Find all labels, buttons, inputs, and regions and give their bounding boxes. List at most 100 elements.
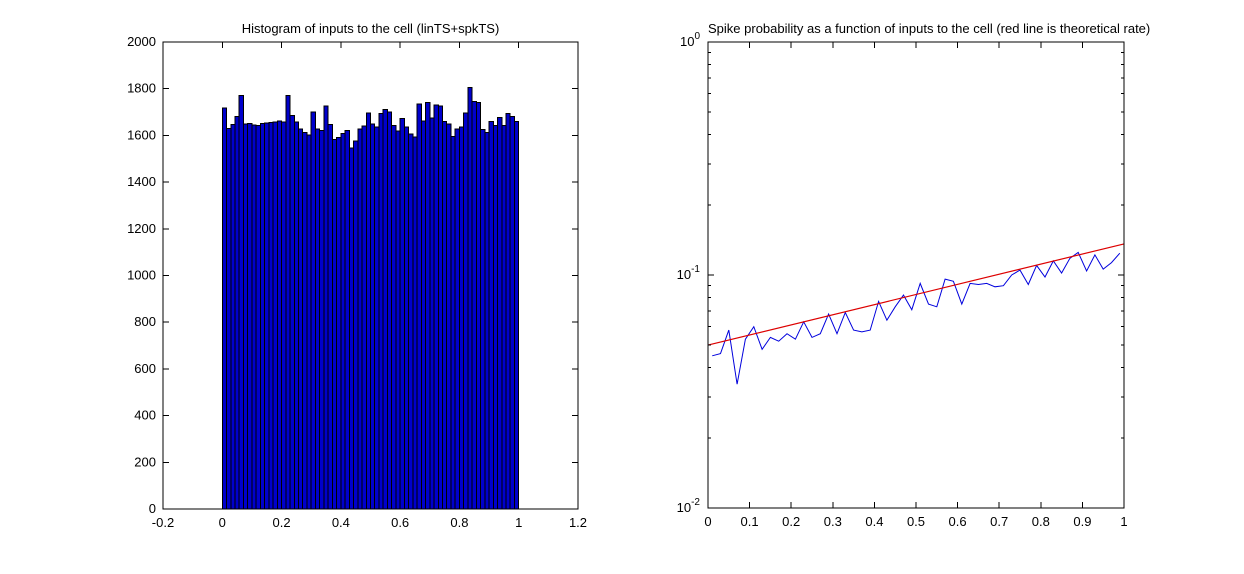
x-tick-label: 0.7: [990, 514, 1008, 529]
histogram-bar: [467, 87, 473, 510]
histogram-bar: [391, 125, 397, 510]
histogram-bar: [259, 123, 266, 510]
histogram-bar: [336, 136, 342, 510]
histogram-y-ticks: [163, 41, 578, 510]
histogram-bar: [293, 121, 300, 510]
histogram-bar: [420, 120, 427, 510]
x-tick-label: 1: [1120, 514, 1127, 529]
histogram-bar: [492, 125, 499, 510]
histogram-bar: [289, 115, 295, 510]
histogram-bar: [450, 135, 456, 510]
histogram-bars: [221, 87, 520, 510]
histogram-bar: [484, 132, 490, 510]
spike-y-ticks: [708, 41, 1124, 509]
y-tick-label: 10-2: [677, 497, 701, 515]
histogram-bar: [281, 121, 287, 510]
spike-probability-axes: 0 0.1 0.2 0.3 0.4 0.5 0.6 0.7 0.8 0.9 1 100 10-1 10-2: [677, 31, 1128, 529]
histogram-x-ticks: [162, 42, 579, 509]
histogram-bar: [285, 95, 291, 510]
histogram-bar: [374, 126, 380, 510]
histogram-bar: [399, 118, 405, 510]
histogram-bar: [353, 140, 359, 510]
histogram-bar: [437, 105, 443, 510]
x-tick-label: 0: [219, 515, 226, 530]
histogram-bar: [238, 95, 244, 510]
spike-y-minor-ticks: [708, 52, 1124, 439]
histogram-bar: [386, 111, 393, 510]
x-tick-label: 0.2: [273, 515, 291, 530]
x-tick-label: -0.2: [152, 515, 174, 530]
x-tick-label: 1.2: [569, 515, 587, 530]
spike-probability-plot-title: Spike probability as a function of input…: [708, 21, 1151, 36]
histogram-bar: [480, 129, 486, 510]
histogram-bar: [365, 112, 371, 510]
histogram-bar: [441, 120, 448, 510]
y-tick-label: 1200: [127, 221, 156, 236]
histogram-plot-title: Histogram of inputs to the cell (linTS+s…: [241, 21, 500, 36]
histogram-bar: [348, 147, 355, 510]
histogram-bar: [429, 117, 435, 510]
histogram-bar: [416, 103, 422, 510]
histogram-bar: [272, 121, 278, 510]
histogram-bar: [378, 112, 384, 510]
x-tick-label: 0.8: [1032, 514, 1050, 529]
x-tick-label: 0.5: [907, 514, 925, 529]
histogram-bar: [412, 136, 418, 510]
histogram-bar: [475, 102, 482, 510]
x-tick-label: 0.6: [949, 514, 967, 529]
histogram-bar: [395, 130, 401, 510]
histogram-axes: -0.2 0 0.2 0.4 0.6 0.8 1 1.20200400600800100012…: [127, 34, 587, 530]
x-tick-label: 0.4: [865, 514, 883, 529]
y-tick-label: 2000: [127, 34, 156, 49]
y-tick-label: 200: [134, 454, 156, 469]
x-tick-label: 0.3: [824, 514, 842, 529]
histogram-bar: [454, 128, 460, 510]
histogram-bar: [331, 138, 338, 510]
histogram-bar: [314, 128, 321, 510]
histogram-bar: [488, 120, 494, 510]
y-tick-label: 600: [134, 361, 156, 376]
histogram-bar: [276, 120, 283, 510]
histogram-bar: [471, 101, 477, 510]
histogram-bar: [425, 102, 431, 510]
histogram-bar: [319, 129, 325, 510]
histogram-bar: [344, 130, 350, 510]
histogram-bar: [302, 131, 308, 510]
histogram-bar: [408, 133, 414, 510]
histogram-bar: [458, 126, 465, 510]
histogram-bar: [463, 112, 469, 510]
x-tick-label: 0.9: [1073, 514, 1091, 529]
histogram-bar: [327, 124, 333, 510]
y-tick-label: 0: [149, 501, 156, 516]
histogram-bar: [497, 116, 503, 510]
histogram-bar: [446, 123, 452, 510]
histogram-bar: [509, 115, 515, 510]
measured-probability-line: [712, 251, 1121, 385]
x-tick-label: 1: [515, 515, 522, 530]
histogram-bar: [298, 128, 304, 510]
histogram-bar: [226, 127, 232, 510]
histogram-bar: [251, 124, 257, 510]
histogram-bar: [310, 111, 316, 510]
spike-axes-frame: [707, 41, 1125, 509]
histogram-bar: [323, 105, 329, 510]
y-tick-label: 1400: [127, 174, 156, 189]
x-tick-label: 0.1: [741, 514, 759, 529]
theoretical-rate-line: [707, 243, 1125, 346]
y-tick-label: 1800: [127, 81, 156, 96]
histogram-bar: [382, 108, 388, 510]
spike-axes-box: [707, 41, 1125, 509]
histogram-bar: [505, 112, 511, 510]
histogram-bar: [357, 128, 363, 510]
histogram-bar: [221, 107, 228, 510]
y-tick-label: 1000: [127, 268, 156, 283]
y-tick-label: 800: [134, 314, 156, 329]
histogram-bar: [513, 120, 520, 510]
y-tick-label: 400: [134, 408, 156, 423]
x-tick-label: 0.6: [391, 515, 409, 530]
x-tick-label: 0.8: [450, 515, 468, 530]
histogram-bar: [501, 124, 507, 510]
y-tick-label: 10-1: [677, 264, 701, 282]
